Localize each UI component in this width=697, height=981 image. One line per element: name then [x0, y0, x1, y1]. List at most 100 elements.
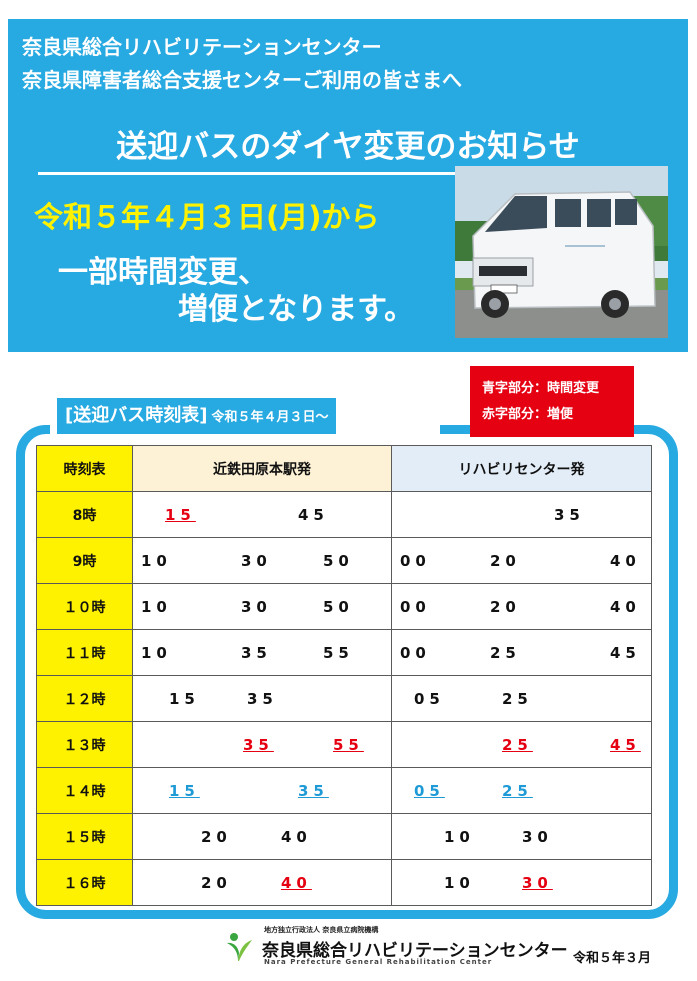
departure-minute: 45 — [298, 505, 329, 524]
org-name-english: Nara Prefecture General Rehabilitation C… — [264, 958, 493, 966]
table-row: １４時 15 35 05 25 — [36, 767, 652, 814]
timetable: 時刻表 近鉄田原本駅発 リハビリセンター発 8時 15 45 35 9時 10 30 50 00… — [36, 445, 652, 906]
legend-blue: 青字部分：時間変更 — [482, 381, 600, 396]
timetable-label-main: [送迎バス時刻表] — [65, 405, 208, 426]
hour-cell: １１時 — [36, 629, 133, 676]
departure-minute: 00 — [400, 643, 431, 662]
center-departures-cell: 00 20 40 — [391, 537, 652, 584]
header-line-2: 奈良県障害者総合支援センターご利用の皆さまへ — [22, 68, 462, 92]
hour-cell: １０時 — [36, 583, 133, 630]
station-departures-cell: 10 30 50 — [132, 537, 392, 584]
change-notice-line-1: 一部時間変更、 — [58, 255, 268, 290]
table-row: 8時 15 45 35 — [36, 491, 652, 538]
departure-minute: 40 — [610, 551, 641, 570]
departure-minute: 40 — [281, 873, 312, 892]
departure-minute: 50 — [323, 551, 354, 570]
station-departures-cell: 15 35 — [132, 767, 392, 814]
departure-minute: 35 — [247, 689, 278, 708]
departure-minute: 35 — [241, 643, 272, 662]
hour-cell: 8時 — [36, 491, 133, 538]
table-row: １２時 15 35 05 25 — [36, 675, 652, 722]
org-name: 奈良県総合リハビリテーションセンター — [262, 941, 568, 961]
org-parent: 地方独立行政法人 奈良県立病院機構 — [264, 926, 379, 934]
station-departures-cell: 20 40 — [132, 813, 392, 860]
departure-minute: 20 — [201, 873, 232, 892]
departure-minute: 10 — [444, 873, 475, 892]
departure-minute: 00 — [400, 551, 431, 570]
departure-minute: 35 — [243, 735, 274, 754]
table-row: １３時 35 55 25 45 — [36, 721, 652, 768]
center-departures-cell: 10 30 — [391, 859, 652, 906]
departure-minute: 00 — [400, 597, 431, 616]
center-departures-cell: 00 20 40 — [391, 583, 652, 630]
departure-minute: 30 — [241, 551, 272, 570]
departure-minute: 15 — [169, 781, 200, 800]
title-underline — [38, 172, 638, 175]
org-logo-icon — [227, 933, 252, 961]
hour-cell: １５時 — [36, 813, 133, 860]
departure-minute: 45 — [610, 643, 641, 662]
table-row: １６時 20 40 10 30 — [36, 859, 652, 906]
departure-minute: 15 — [169, 689, 200, 708]
hour-cell: １６時 — [36, 859, 133, 906]
timetable-label-date: 令和５年４月３日～ — [211, 410, 329, 425]
station-departures-cell: 35 55 — [132, 721, 392, 768]
departure-minute: 40 — [610, 597, 641, 616]
departure-minute: 35 — [298, 781, 329, 800]
issue-date: 令和５年３月 — [573, 951, 652, 966]
departure-minute: 20 — [490, 551, 521, 570]
station-departures-cell: 10 30 50 — [132, 583, 392, 630]
station-departures-cell: 20 40 — [132, 859, 392, 906]
departure-minute: 30 — [522, 827, 553, 846]
departure-minute: 20 — [490, 597, 521, 616]
station-departures-cell: 15 35 — [132, 675, 392, 722]
departure-minute: 40 — [281, 827, 312, 846]
departure-minute: 25 — [502, 735, 533, 754]
table-row: １５時 20 40 10 30 — [36, 813, 652, 860]
departure-minute: 45 — [610, 735, 641, 754]
header-hour: 時刻表 — [36, 445, 133, 492]
hour-cell: １４時 — [36, 767, 133, 814]
effective-date: 令和５年４月３日(月)から — [34, 200, 380, 234]
table-row: １１時 10 35 55 00 25 45 — [36, 629, 652, 676]
departure-minute: 30 — [241, 597, 272, 616]
table-header-row: 時刻表 近鉄田原本駅発 リハビリセンター発 — [36, 445, 652, 492]
departure-minute: 25 — [502, 689, 533, 708]
center-departures-cell: 35 — [391, 491, 652, 538]
station-departures-cell: 10 35 55 — [132, 629, 392, 676]
center-departures-cell: 05 25 — [391, 675, 652, 722]
center-departures-cell: 10 30 — [391, 813, 652, 860]
legend-red: 赤字部分：増便 — [482, 407, 574, 422]
change-notice-line-2: 増便となります。 — [178, 292, 415, 327]
hour-cell: 9時 — [36, 537, 133, 584]
departure-minute: 55 — [323, 643, 354, 662]
bus-photo — [455, 166, 668, 338]
departure-minute: 05 — [414, 689, 445, 708]
header-line-1: 奈良県総合リハビリテーションセンター — [22, 35, 382, 59]
table-row: 9時 10 30 50 00 20 40 — [36, 537, 652, 584]
departure-minute: 35 — [554, 505, 585, 524]
departure-minute: 25 — [490, 643, 521, 662]
departure-minute: 50 — [323, 597, 354, 616]
table-row: １０時 10 30 50 00 20 40 — [36, 583, 652, 630]
departure-minute: 10 — [141, 551, 172, 570]
timetable-body: 8時 15 45 35 9時 10 30 50 00 20 40 １０時 10 30 50 00 20 40 １１時… — [36, 491, 652, 906]
hour-cell: １２時 — [36, 675, 133, 722]
departure-minute: 10 — [444, 827, 475, 846]
color-legend: 青字部分：時間変更 赤字部分：増便 — [470, 366, 634, 437]
timetable-label: [送迎バス時刻表] 令和５年４月３日～ — [57, 398, 337, 434]
departure-minute: 05 — [414, 781, 445, 800]
departure-minute: 15 — [165, 505, 196, 524]
station-departures-cell: 15 45 — [132, 491, 392, 538]
center-departures-cell: 00 25 45 — [391, 629, 652, 676]
departure-minute: 25 — [502, 781, 533, 800]
header-from-center: リハビリセンター発 — [391, 445, 652, 492]
hour-cell: １３時 — [36, 721, 133, 768]
header-from-station: 近鉄田原本駅発 — [132, 445, 392, 492]
departure-minute: 20 — [201, 827, 232, 846]
departure-minute: 10 — [141, 643, 172, 662]
center-departures-cell: 05 25 — [391, 767, 652, 814]
departure-minute: 55 — [333, 735, 364, 754]
page-title: 送迎バスのダイヤ変更のお知らせ — [116, 129, 580, 165]
departure-minute: 10 — [141, 597, 172, 616]
